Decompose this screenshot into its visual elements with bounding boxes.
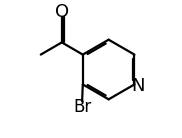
Text: N: N (131, 77, 145, 95)
Text: Br: Br (73, 98, 91, 116)
Text: O: O (55, 3, 69, 21)
